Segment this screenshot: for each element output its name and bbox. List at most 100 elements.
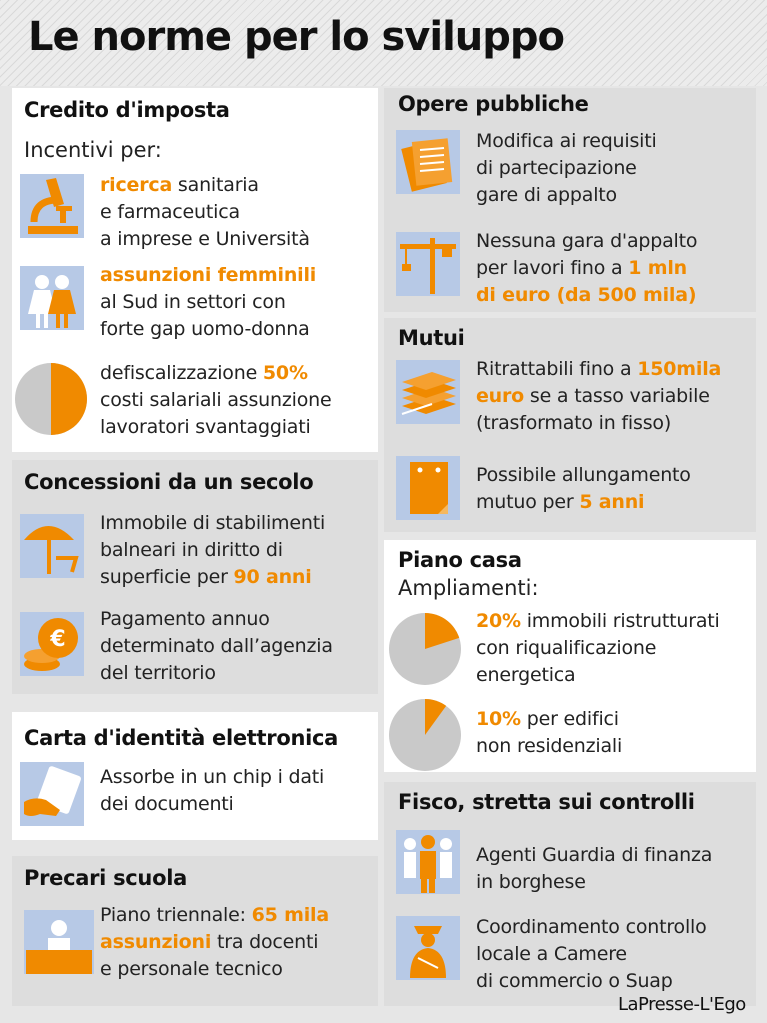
fisco-item-1: Agenti Guardia di finanza in borghese — [476, 842, 712, 896]
text-line: balneari in diritto di — [100, 539, 283, 561]
credito-heading: Credito d'imposta — [24, 98, 230, 122]
text-line: gare di appalto — [476, 184, 617, 206]
concessioni-item-2: Pagamento annuo determinato dall’agenzia… — [100, 606, 333, 687]
opere-item-2: Nessuna gara d'appalto per lavori fino a… — [476, 228, 698, 309]
highlight-text: 20% — [476, 610, 521, 632]
text-line: di partecipazione — [476, 157, 637, 179]
credito-item-2: assunzioni femminili al Sud in settori c… — [100, 262, 316, 343]
text-span: mutuo per — [476, 491, 580, 513]
text-line: forte gap uomo-donna — [100, 318, 310, 340]
text-span: Ritrattabili fino a — [476, 358, 638, 380]
text-line: 10% per edifici — [476, 706, 622, 733]
text-line: di euro (da 500 mila) — [476, 282, 697, 309]
highlight-text: 10% — [476, 708, 521, 730]
highlight-text: 65 mila — [251, 904, 330, 926]
credito-sub: Incentivi per: — [24, 138, 162, 162]
carta-heading: Carta d'identità elettronica — [24, 726, 339, 750]
text-line: con riqualificazione — [476, 637, 657, 659]
text-span: sanitaria — [172, 174, 259, 196]
text-span: defiscalizzazione — [100, 362, 263, 384]
piano-item-1: 20% immobili ristrutturati con riqualifi… — [476, 608, 720, 689]
concessioni-heading: Concessioni da un secolo — [24, 470, 314, 494]
text-line: energetica — [476, 664, 576, 686]
agents-icon — [396, 830, 460, 894]
text-line: assunzioni femminili — [100, 262, 316, 289]
mutui-item-2: Possibile allungamento mutuo per 5 anni — [476, 462, 691, 516]
fisco-heading: Fisco, stretta sui controlli — [398, 790, 695, 814]
text-line: di commercio o Suap — [476, 970, 673, 992]
text-line: ricerca sanitaria — [100, 172, 310, 199]
id-card-icon — [20, 762, 84, 826]
opere-heading: Opere pubbliche — [398, 92, 589, 116]
text-line: dei documenti — [100, 793, 234, 815]
mutui-heading: Mutui — [398, 326, 465, 350]
text-line: costi salariali assunzione — [100, 389, 332, 411]
text-line: (trasformato in fisso) — [476, 412, 672, 434]
credito-item-3: defiscalizzazione 50% costi salariali as… — [100, 360, 332, 441]
highlight-text: 90 anni — [233, 566, 312, 588]
highlight-text: assunzioni — [100, 931, 212, 953]
highlight-text: 50% — [262, 362, 308, 384]
beach-umbrella-icon — [20, 514, 84, 578]
text-line: Piano triennale: 65 mila — [100, 902, 329, 929]
highlight-text: ricerca — [100, 174, 173, 196]
text-line: determinato dall’agenzia — [100, 635, 333, 657]
text-line: Immobile di stabilimenti — [100, 512, 326, 534]
pie-10-icon — [389, 699, 461, 771]
piano-heading: Piano casa — [398, 548, 522, 572]
text-span: tra docenti — [211, 931, 319, 953]
text-span: Piano triennale: — [100, 904, 252, 926]
credito-item-1: ricerca sanitaria e farmaceutica a impre… — [100, 172, 310, 253]
concessioni-item-1: Immobile di stabilimenti balneari in dir… — [100, 510, 325, 591]
text-span: per edifici — [520, 708, 619, 730]
text-line: Possibile allungamento — [476, 464, 691, 486]
text-span: superficie per — [100, 566, 234, 588]
carta-item-1: Assorbe in un chip i dati dei documenti — [100, 764, 324, 818]
text-line: Agenti Guardia di finanza — [476, 844, 713, 866]
text-line: defiscalizzazione 50% — [100, 360, 331, 387]
text-line: e farmaceutica — [100, 201, 240, 223]
calendar-icon — [396, 456, 460, 520]
highlight-text: euro — [476, 385, 525, 407]
highlight-text: assunzioni femminili — [100, 264, 317, 286]
credit-label: LaPresse-L'Ego — [618, 994, 746, 1015]
officer-icon — [396, 916, 460, 980]
text-span: per lavori fino a — [476, 257, 629, 279]
text-line: al Sud in settori con — [100, 291, 286, 313]
text-line: del territorio — [100, 662, 216, 684]
microscope-icon — [20, 174, 84, 238]
pie-50-icon — [15, 363, 87, 435]
banknotes-icon — [396, 360, 460, 424]
text-line: Nessuna gara d'appalto — [476, 230, 698, 252]
text-line: euro se a tasso variabile — [476, 383, 721, 410]
text-line: Ritrattabili fino a 150mila — [476, 356, 721, 383]
crane-icon — [396, 232, 460, 296]
text-line: Assorbe in un chip i dati — [100, 766, 325, 788]
piano-sub: Ampliamenti: — [398, 576, 539, 600]
documents-icon — [396, 130, 460, 194]
text-line: e personale tecnico — [100, 958, 283, 980]
text-line: in borghese — [476, 871, 586, 893]
mutui-item-1: Ritrattabili fino a 150mila euro se a ta… — [476, 356, 721, 437]
opere-item-1: Modifica ai requisiti di partecipazione … — [476, 128, 657, 209]
text-line: assunzioni tra docenti — [100, 929, 329, 956]
text-line: per lavori fino a 1 mln — [476, 255, 697, 282]
text-span: immobili ristrutturati — [520, 610, 720, 632]
page-title: Le norme per lo sviluppo — [17, 14, 679, 68]
text-line: a imprese e Università — [100, 228, 310, 250]
highlight-text: di euro (da 500 mila) — [476, 284, 697, 306]
fisco-item-2: Coordinamento controllo locale a Camere … — [476, 914, 707, 995]
text-line: Modifica ai requisiti — [476, 130, 657, 152]
text-line: non residenziali — [476, 735, 623, 757]
text-line: superficie per 90 anni — [100, 564, 325, 591]
text-line: locale a Camere — [476, 943, 627, 965]
highlight-text: 150mila — [637, 358, 722, 380]
pie-20-icon — [389, 613, 461, 685]
teacher-desk-icon — [24, 910, 94, 974]
text-line: 20% immobili ristrutturati — [476, 608, 720, 635]
text-line: lavoratori svantaggiati — [100, 416, 311, 438]
highlight-text: 5 anni — [579, 491, 645, 513]
text-span: se a tasso variabile — [524, 385, 710, 407]
women-icon — [20, 266, 84, 330]
euro-coins-icon: € — [20, 612, 84, 676]
